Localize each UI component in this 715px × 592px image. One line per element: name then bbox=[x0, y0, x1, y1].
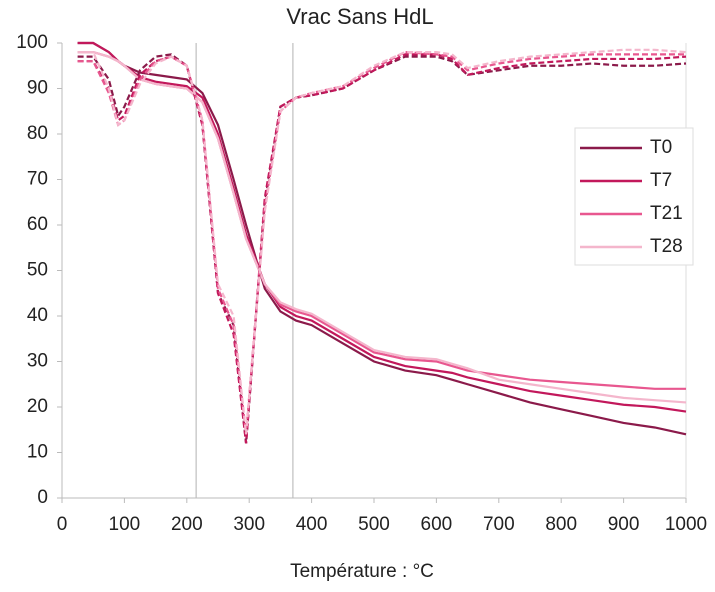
x-tick-label: 500 bbox=[358, 514, 390, 535]
x-tick-label: 100 bbox=[109, 514, 141, 535]
x-tick-label: 900 bbox=[608, 514, 640, 535]
y-tick-label: 100 bbox=[16, 32, 48, 53]
y-tick-label: 80 bbox=[27, 123, 48, 144]
legend-label: T0 bbox=[650, 137, 672, 158]
y-tick-label: 30 bbox=[27, 351, 48, 372]
y-tick-label: 50 bbox=[27, 260, 48, 281]
legend-label: T28 bbox=[650, 236, 683, 257]
x-tick-label: 0 bbox=[57, 514, 68, 535]
y-tick-label: 0 bbox=[37, 487, 48, 508]
legend-label: T21 bbox=[650, 203, 683, 224]
x-tick-label: 300 bbox=[233, 514, 265, 535]
x-tick-label: 600 bbox=[421, 514, 453, 535]
x-tick-label: 1000 bbox=[665, 514, 707, 535]
y-tick-label: 40 bbox=[27, 305, 48, 326]
x-tick-label: 800 bbox=[545, 514, 577, 535]
x-tick-label: 200 bbox=[171, 514, 203, 535]
y-tick-label: 20 bbox=[27, 396, 48, 417]
y-tick-label: 70 bbox=[27, 169, 48, 190]
x-tick-label: 400 bbox=[296, 514, 328, 535]
x-axis-label: Température : °C bbox=[290, 561, 434, 582]
line bbox=[77, 41, 687, 436]
dashed-line bbox=[77, 48, 687, 435]
y-tick-label: 90 bbox=[27, 78, 48, 99]
y-tick-label: 10 bbox=[27, 442, 48, 463]
legend-label: T7 bbox=[650, 170, 672, 191]
line bbox=[77, 41, 687, 413]
y-tick-label: 60 bbox=[27, 214, 48, 235]
chart-title: Vrac Sans HdL bbox=[286, 4, 433, 29]
x-tick-label: 700 bbox=[483, 514, 515, 535]
line bbox=[77, 51, 687, 404]
dashed-line bbox=[77, 53, 687, 444]
legend-box bbox=[574, 127, 694, 266]
